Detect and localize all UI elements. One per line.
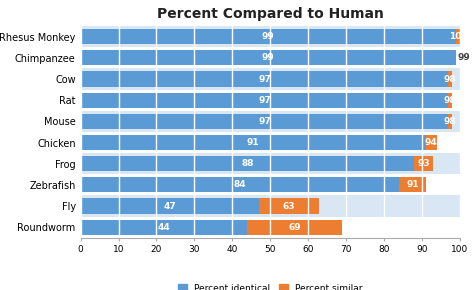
Text: 97: 97 bbox=[258, 117, 271, 126]
Text: 69: 69 bbox=[289, 223, 301, 232]
Bar bbox=[399, 177, 426, 193]
Text: 98: 98 bbox=[444, 96, 456, 105]
Text: 99: 99 bbox=[458, 53, 471, 62]
Bar bbox=[81, 135, 426, 150]
Bar bbox=[81, 198, 259, 214]
Bar bbox=[259, 198, 319, 214]
Bar bbox=[448, 93, 452, 108]
Text: 63: 63 bbox=[283, 202, 295, 211]
Bar bbox=[81, 71, 448, 87]
Bar bbox=[456, 29, 460, 44]
Bar bbox=[81, 114, 448, 129]
Bar bbox=[414, 156, 433, 171]
Text: 47: 47 bbox=[164, 202, 176, 211]
Text: 99: 99 bbox=[262, 32, 274, 41]
Title: Percent Compared to Human: Percent Compared to Human bbox=[157, 7, 383, 21]
Bar bbox=[81, 153, 460, 174]
Bar bbox=[81, 174, 460, 195]
Bar bbox=[81, 132, 460, 153]
Text: 88: 88 bbox=[241, 159, 254, 168]
Bar bbox=[81, 47, 460, 68]
Bar bbox=[81, 68, 460, 90]
Text: 44: 44 bbox=[158, 223, 170, 232]
Text: 84: 84 bbox=[234, 180, 246, 189]
Bar bbox=[81, 177, 399, 193]
Text: 91: 91 bbox=[247, 138, 259, 147]
Bar bbox=[81, 217, 460, 238]
Text: 98: 98 bbox=[444, 117, 456, 126]
Bar bbox=[426, 135, 437, 150]
Bar bbox=[448, 114, 452, 129]
Bar bbox=[81, 26, 460, 47]
Bar bbox=[448, 71, 452, 87]
Bar bbox=[81, 220, 247, 235]
Bar bbox=[81, 29, 456, 44]
Text: 91: 91 bbox=[406, 180, 419, 189]
Bar bbox=[81, 156, 414, 171]
Legend: Percent identical, Percent similar: Percent identical, Percent similar bbox=[174, 280, 366, 290]
Text: 99: 99 bbox=[262, 53, 274, 62]
Bar bbox=[81, 93, 448, 108]
Text: 94: 94 bbox=[425, 138, 438, 147]
Text: 98: 98 bbox=[444, 75, 456, 84]
Text: 97: 97 bbox=[258, 75, 271, 84]
Bar bbox=[247, 220, 342, 235]
Bar bbox=[81, 111, 460, 132]
Text: 93: 93 bbox=[418, 159, 430, 168]
Text: 100: 100 bbox=[448, 32, 467, 41]
Bar bbox=[81, 50, 456, 66]
Text: 97: 97 bbox=[258, 96, 271, 105]
Bar bbox=[81, 195, 460, 217]
Bar bbox=[81, 90, 460, 111]
